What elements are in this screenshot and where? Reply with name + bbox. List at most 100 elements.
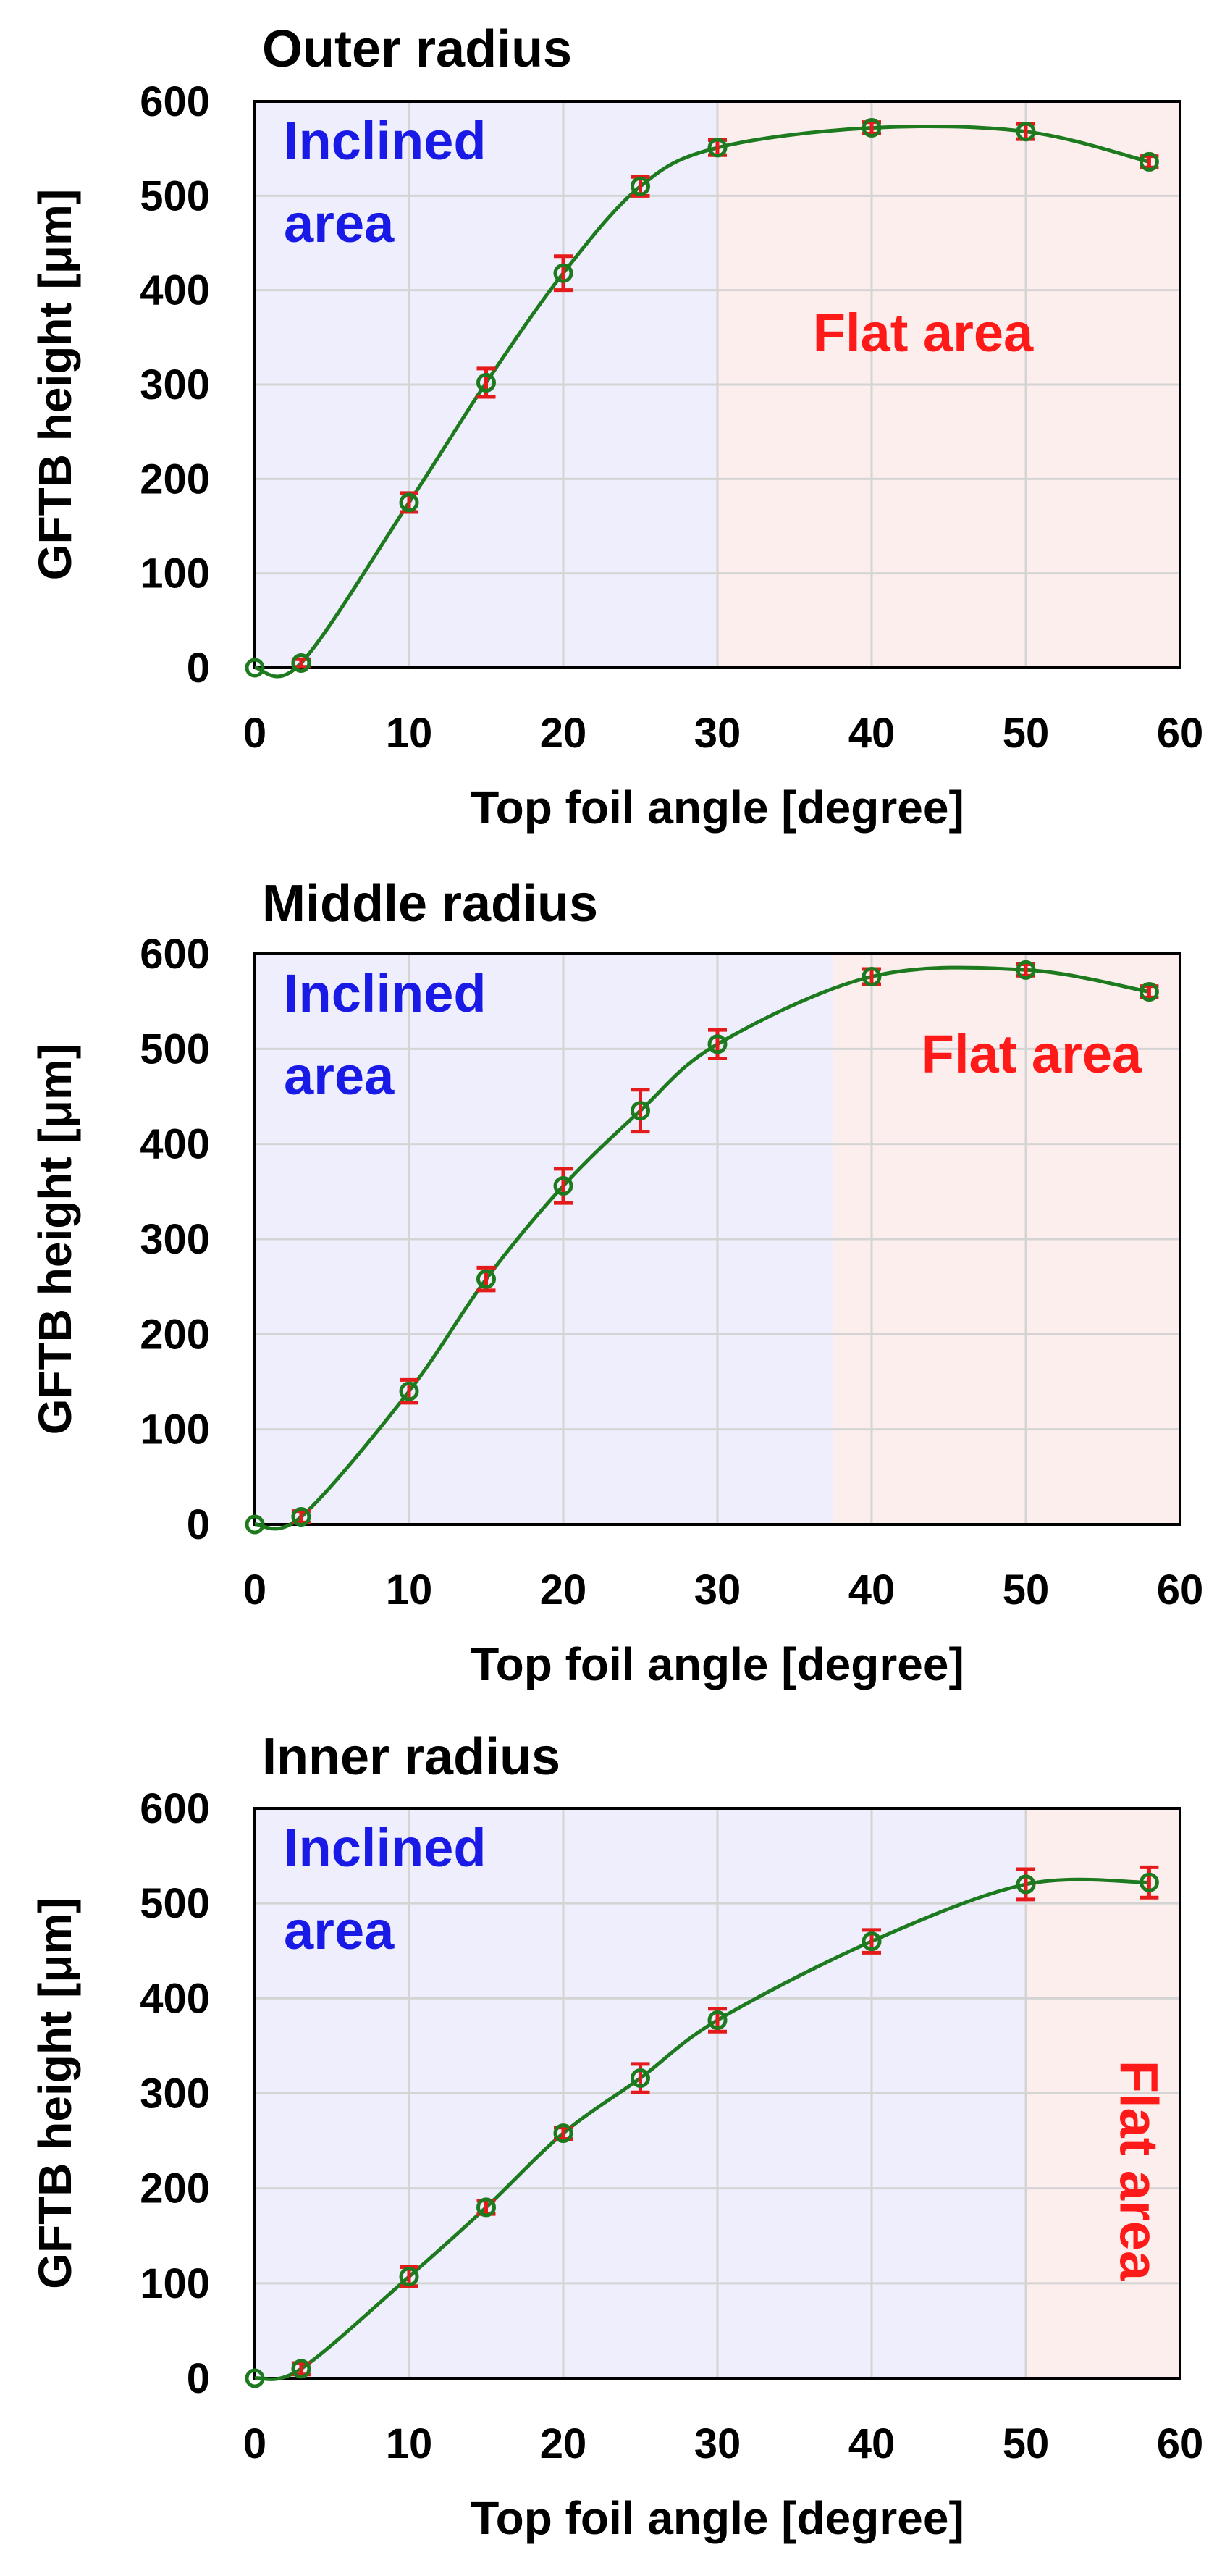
chart-title: Inner radius (262, 1728, 560, 1786)
data-point (1139, 982, 1159, 1002)
x-tick-label: 20 (540, 710, 587, 757)
x-tick-label: 50 (1003, 710, 1050, 757)
x-tick-label: 10 (386, 2420, 433, 2467)
x-tick-label: 60 (1157, 2420, 1204, 2467)
data-point (553, 2123, 573, 2144)
x-tick-label: 0 (243, 2420, 266, 2467)
error-bar (1140, 1865, 1159, 1900)
y-tick-label: 400 (140, 267, 210, 314)
y-tick-label: 600 (140, 1785, 210, 1832)
x-tick-label: 30 (694, 1566, 741, 1614)
x-tick-label: 0 (243, 1566, 266, 1614)
data-point (707, 1034, 728, 1054)
data-point (291, 653, 311, 673)
y-tick-label: 500 (140, 172, 210, 219)
chart-title: Middle radius (262, 875, 598, 933)
x-axis-label: Top foil angle [degree] (471, 2492, 964, 2544)
y-axis-label: GFTB height [μm] (29, 1897, 81, 2288)
series-line (254, 124, 1150, 679)
y-tick-label: 500 (140, 1880, 210, 1927)
data-point (476, 372, 496, 393)
x-axis-label: Top foil angle [degree] (471, 781, 964, 834)
data-point (245, 658, 265, 678)
series-line (254, 965, 1150, 1531)
data-point (291, 2359, 311, 2379)
data-point (1016, 122, 1036, 142)
y-tick-label: 200 (140, 1311, 210, 1358)
x-axis-label: Top foil angle [degree] (471, 1638, 964, 1690)
error-bar (554, 1167, 573, 1205)
data-point (476, 2197, 496, 2218)
y-tick-label: 500 (140, 1025, 210, 1073)
data-point (862, 117, 882, 138)
y-tick-label: 200 (140, 2165, 210, 2212)
y-tick-label: 300 (140, 361, 210, 408)
inclined-area-label: Inclined (284, 111, 486, 171)
inclined-area-label: area (284, 193, 395, 253)
x-tick-label: 40 (848, 2420, 896, 2467)
data-point (245, 2368, 265, 2388)
x-tick-label: 30 (694, 2420, 741, 2467)
series-line (254, 1877, 1150, 2381)
plot-frame (253, 1807, 1181, 2380)
data-point (707, 138, 728, 158)
inclined-area-label: Inclined (284, 963, 486, 1023)
y-axis-label: GFTB height [μm] (29, 189, 81, 580)
x-tick-label: 20 (540, 2420, 587, 2467)
data-point (399, 492, 419, 513)
x-tick-label: 50 (1003, 2420, 1050, 2467)
data-point (631, 1101, 650, 1121)
x-tick-label: 10 (386, 710, 433, 757)
inclined-area-label: area (284, 1900, 395, 1960)
flat-area-label: Flat area (813, 303, 1034, 363)
x-tick-label: 40 (848, 1566, 896, 1614)
data-point (862, 1931, 882, 1952)
y-tick-label: 100 (140, 550, 210, 597)
y-tick-label: 200 (140, 456, 210, 503)
data-point (1016, 1874, 1036, 1895)
chart-title: Outer radius (262, 20, 572, 78)
data-point (1016, 960, 1036, 980)
y-tick-label: 0 (187, 2355, 210, 2402)
data-point (1139, 151, 1159, 172)
y-axis-label: GFTB height [μm] (29, 1044, 81, 1435)
data-point (631, 2068, 650, 2089)
y-tick-label: 0 (187, 645, 210, 692)
flat-area-label: Flat area (922, 1024, 1142, 1084)
data-point (1139, 1872, 1159, 1892)
data-point (707, 2010, 728, 2031)
x-tick-label: 60 (1157, 710, 1204, 757)
y-tick-label: 100 (140, 2260, 210, 2307)
plot-frame (253, 952, 1181, 1526)
y-tick-label: 300 (140, 2071, 210, 2118)
y-tick-label: 400 (140, 1121, 210, 1168)
error-bar (631, 1088, 650, 1134)
data-point (245, 1514, 265, 1535)
data-point (862, 967, 882, 987)
inclined-area-label: area (284, 1046, 395, 1106)
plot-frame (253, 100, 1181, 669)
data-point (553, 1175, 573, 1196)
error-bar (1016, 1867, 1035, 1902)
y-tick-label: 400 (140, 1975, 210, 2022)
data-point (631, 176, 650, 196)
flat-area-label: Flat area (1109, 2060, 1169, 2281)
data-point (553, 263, 573, 283)
y-tick-label: 600 (140, 78, 210, 125)
data-point (399, 1381, 419, 1401)
x-tick-label: 0 (243, 710, 266, 757)
data-point (291, 1506, 311, 1527)
x-tick-label: 20 (540, 1566, 587, 1614)
error-bar (554, 254, 573, 293)
y-tick-label: 0 (187, 1501, 210, 1548)
inclined-area-label: Inclined (284, 1818, 486, 1878)
x-tick-label: 30 (694, 710, 741, 757)
data-point (399, 2267, 419, 2287)
data-point (476, 1269, 496, 1289)
x-tick-label: 60 (1157, 1566, 1204, 1614)
y-tick-label: 600 (140, 931, 210, 978)
